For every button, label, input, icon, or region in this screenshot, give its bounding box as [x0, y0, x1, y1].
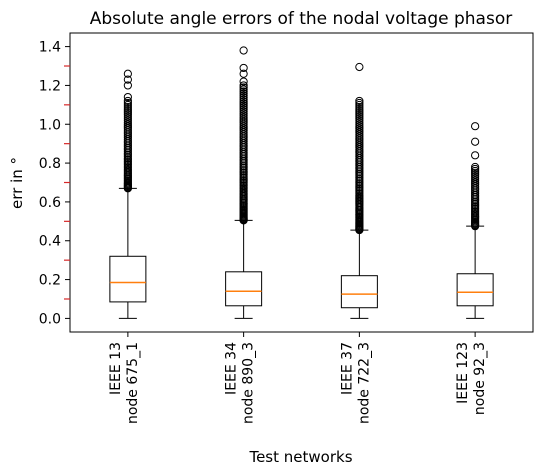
outlier-point	[239, 91, 248, 100]
outlier-point	[239, 63, 248, 73]
box-group-3	[340, 62, 378, 319]
outlier-point	[239, 77, 248, 86]
outlier-point	[471, 166, 480, 176]
outlier-point	[239, 93, 248, 102]
outlier-point	[471, 164, 480, 174]
outlier-point	[355, 110, 364, 120]
y-tick-label: 0.2	[39, 273, 61, 289]
outlier-point	[355, 102, 364, 112]
outlier-point	[471, 137, 480, 146]
box	[340, 275, 378, 309]
box	[225, 271, 263, 307]
outlier-point	[123, 108, 132, 118]
x-tick-label-node: node 890_3	[241, 342, 257, 424]
outlier-point	[239, 103, 248, 112]
y-tick-label: 0.6	[39, 195, 61, 211]
x-tick-label-network: IEEE 13	[108, 342, 124, 395]
outlier-point	[355, 108, 364, 118]
outlier-point	[239, 83, 248, 92]
outlier-point	[239, 99, 248, 108]
y-tick-label: 1.4	[39, 40, 61, 56]
outlier-point	[123, 96, 132, 106]
outlier-point	[355, 104, 364, 114]
outlier-point	[355, 62, 364, 72]
box	[109, 255, 147, 303]
outlier-point	[471, 151, 480, 160]
y-tick-label: 1.0	[39, 117, 61, 133]
plot-area: 0.0 0.2 0.4 0.6 0.8 1.0 1.2 1.4 IEEE 13 node 675_…	[39, 32, 534, 424]
box	[456, 273, 494, 307]
outlier-point	[123, 104, 132, 114]
outlier-point	[123, 98, 132, 108]
y-tick-label: 1.2	[39, 78, 61, 94]
outlier-point	[239, 101, 248, 110]
x-tick-label-node: node 722_3	[356, 342, 372, 424]
chart-title: Absolute angle errors of the nodal volta…	[90, 9, 512, 29]
y-tick-label: 0.4	[39, 234, 61, 250]
outlier-point	[239, 97, 248, 106]
outlier-point	[123, 106, 132, 116]
outlier-point	[355, 106, 364, 116]
outlier-point	[355, 96, 364, 106]
outlier-point	[123, 102, 132, 112]
y-axis-label: err in °	[8, 157, 26, 209]
outlier-point	[239, 87, 248, 96]
outlier-point	[123, 92, 132, 102]
outlier-point	[355, 100, 364, 110]
outlier-point	[239, 95, 248, 104]
box-group-4	[456, 122, 494, 319]
y-tick-label: 0.8	[39, 156, 61, 172]
outlier-point	[123, 100, 132, 110]
outlier-point	[239, 85, 248, 94]
y-tick-label: 0.0	[39, 311, 61, 327]
outlier-point	[239, 69, 248, 78]
box-group-2	[225, 46, 263, 319]
outlier-point	[239, 89, 248, 98]
outlier-point	[471, 162, 480, 172]
outlier-point	[123, 81, 132, 90]
outlier-point	[123, 75, 132, 84]
x-tick-label-network: IEEE 37	[339, 342, 355, 395]
x-tick-label-node: node 92_3	[472, 342, 488, 415]
outlier-point	[123, 69, 132, 78]
x-axis-label: Test networks	[248, 448, 352, 466]
outlier-point	[471, 122, 480, 131]
outlier-point	[239, 81, 248, 90]
x-tick-label-network: IEEE 34	[224, 342, 240, 395]
outlier-point	[355, 112, 364, 121]
outlier-point	[471, 168, 480, 178]
outlier-point	[355, 98, 364, 108]
outlier-point	[239, 46, 248, 55]
x-tick-label-node: node 675_1	[125, 342, 141, 424]
x-tick-label-network: IEEE 123	[455, 342, 471, 404]
box-group-1	[109, 69, 147, 319]
